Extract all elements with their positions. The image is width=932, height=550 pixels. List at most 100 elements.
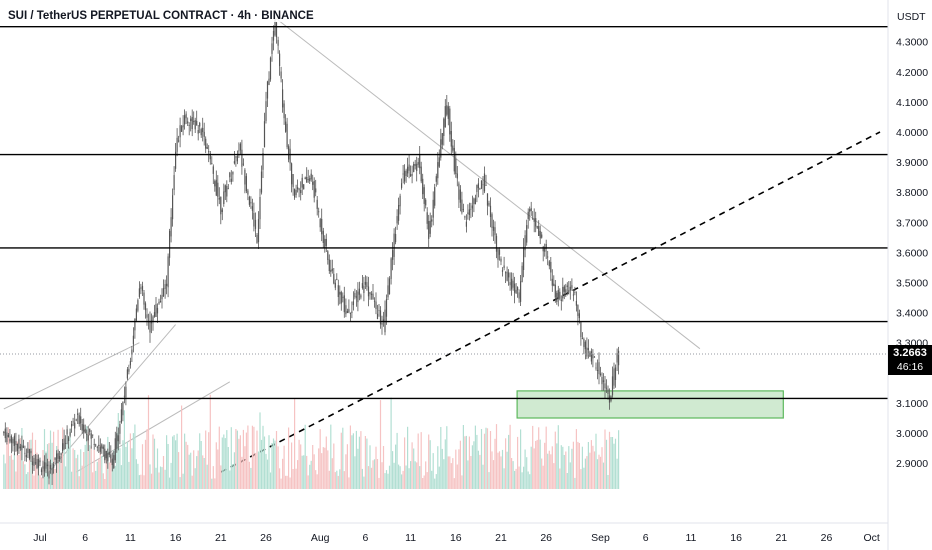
y-axis[interactable]: 4.3000 4.2000 4.1000 4.0000 3.9000 3.8000 3.70… [896,37,928,470]
candle-body [315,188,317,193]
volume-bar [401,474,403,489]
volume-bar [74,450,76,489]
volume-bar [110,457,112,489]
candle-body [352,301,354,306]
candle-body [89,428,91,433]
volume-bar [459,440,461,489]
candle-body [327,251,329,260]
volume-bar [479,454,481,489]
candle-body [402,173,404,175]
volume-bar [28,440,31,489]
candle-body [215,179,217,196]
volume-bar [422,478,424,489]
volume-bar [102,473,104,489]
currency-unit-label[interactable]: USDT [897,11,926,23]
volume-bar [18,454,20,489]
volume-bar [375,446,377,489]
candle-body [295,190,297,195]
x-axis[interactable]: Jul 6 11 16 21 26 Aug 6 11 16 21 26 Sep 6 11 16 21 26 Oct [33,532,880,544]
volume-bar [72,448,74,489]
candle-body [511,278,513,290]
volume-bar [126,441,128,489]
candle-body [506,271,508,281]
x-tick-label: Oct [864,532,880,544]
volume-bar [551,446,553,489]
candle-body [509,282,511,286]
volume-bar [489,431,492,489]
volume-bar [535,440,537,489]
volume-bar [324,447,326,489]
candle-body [422,178,424,195]
volume-bar [500,456,502,489]
volume-bar [548,450,550,489]
volume-bar [416,462,418,489]
volume-bar [86,426,88,489]
candle-body [584,341,586,350]
volume-bar [584,458,586,489]
volume-bar [122,440,124,489]
candle-body [15,440,17,445]
candle-body [37,459,40,468]
candle-body [553,283,555,286]
candle-body [175,151,177,169]
candle-body [376,313,379,319]
volume-bar [40,477,43,489]
volume-bar [542,465,544,489]
volume-bar [556,443,558,489]
volume-bar [306,455,308,489]
volume-bar [440,427,442,489]
volume-bar [402,470,404,489]
candle-body [242,163,244,165]
dashed-trendline[interactable] [220,131,881,473]
volume-bar [179,477,181,489]
candle-body [71,423,73,427]
candle-body [342,296,344,298]
candle-body [333,273,335,284]
volume-bar [4,463,6,489]
volume-bar [199,433,201,489]
volume-bar [227,447,229,489]
volume-bar [25,474,27,489]
x-tick-label: 6 [362,532,368,544]
candle-body [18,439,20,449]
volume-bar [215,442,217,489]
volume-bar [580,469,582,489]
volume-bar [98,459,100,489]
candle-body [218,197,220,200]
volume-bar [429,440,431,489]
candle-body [303,184,305,190]
x-tick-label: 11 [125,532,136,544]
candle-body [387,285,389,298]
volume-bar [351,435,353,489]
candle-body [446,105,448,115]
candle-body [464,216,466,218]
volume-bar [574,477,576,489]
trendline[interactable] [274,17,701,350]
volume-bar [16,441,18,489]
volume-bar [411,442,413,489]
volume-bar [259,412,261,489]
x-tick-label: Aug [311,532,330,544]
volume-bar [206,464,208,489]
support-zone-rect[interactable] [516,390,784,419]
candle-body [398,205,400,221]
candle-body [86,434,88,435]
candle-body [360,295,362,298]
candle-body [81,424,83,431]
volume-bar [221,437,223,489]
volume-bar [69,428,71,489]
candle-body [550,261,552,273]
candle-body [31,461,34,465]
volume-bar [193,450,195,489]
volume-bar [589,452,591,489]
volume-bar [65,466,67,489]
candle-body [265,101,267,121]
volume-bar [572,441,574,489]
volume-bar [318,448,320,489]
volume-bar [482,464,484,489]
candle-body [161,295,163,300]
candle-body [28,449,31,459]
candle-body [48,471,50,479]
candle-body [382,319,385,322]
